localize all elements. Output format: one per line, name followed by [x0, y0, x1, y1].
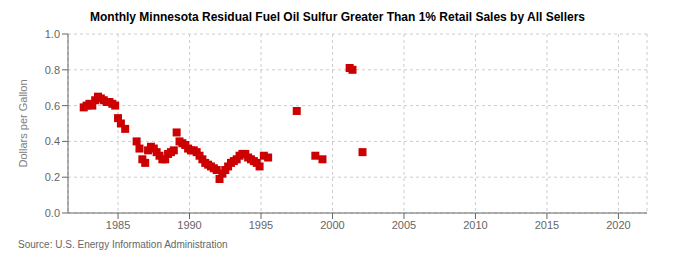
- svg-text:1995: 1995: [249, 219, 273, 231]
- svg-text:2000: 2000: [320, 219, 344, 231]
- svg-text:0.6: 0.6: [45, 100, 60, 112]
- html-text:Monthly Minnesota Residual Fue: Monthly Minnesota Residual Fuel Oil Sulf…: [90, 10, 585, 24]
- svg-text:0.0: 0.0: [45, 207, 60, 219]
- svg-text:0.8: 0.8: [45, 64, 60, 76]
- svg-text:1.0: 1.0: [45, 28, 60, 40]
- svg-text:1985: 1985: [106, 219, 130, 231]
- svg-text:0.4: 0.4: [45, 135, 60, 147]
- html-text:Source: U.S. Energy Informatio: Source: U.S. Energy Information Administ…: [18, 239, 228, 250]
- svg-text:2015: 2015: [535, 219, 559, 231]
- svg-text:2020: 2020: [606, 219, 630, 231]
- svg-text:1990: 1990: [177, 219, 201, 231]
- svg-text:Dollars per Gallon: Dollars per Gallon: [17, 79, 29, 167]
- svg-text:0.2: 0.2: [45, 171, 60, 183]
- svg-text:2005: 2005: [392, 219, 416, 231]
- svg-text:2010: 2010: [463, 219, 487, 231]
